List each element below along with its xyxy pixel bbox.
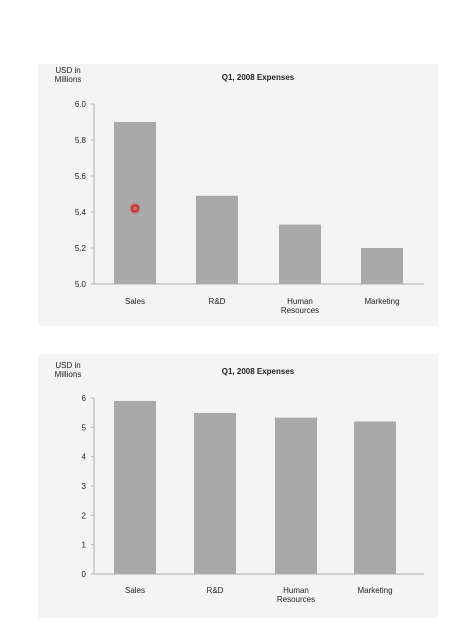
x-category-label: R&D bbox=[207, 586, 224, 595]
bar-marketing bbox=[361, 248, 403, 284]
y-tick-label: 3 bbox=[82, 482, 87, 491]
x-category-label: Human bbox=[287, 297, 313, 306]
chart-title: Q1, 2008 Expenses bbox=[222, 73, 295, 82]
y-axis-label: USD in bbox=[55, 66, 80, 75]
cursor-marker-halo bbox=[129, 202, 141, 214]
x-category-label: Marketing bbox=[357, 586, 392, 595]
y-tick-label: 1 bbox=[82, 541, 87, 550]
y-tick-label: 5.0 bbox=[75, 280, 87, 289]
y-tick-label: 6.0 bbox=[75, 100, 87, 109]
y-tick-label: 5 bbox=[82, 423, 87, 432]
x-category-label: Sales bbox=[125, 297, 145, 306]
chart-title: Q1, 2008 Expenses bbox=[222, 367, 295, 376]
x-category-label: Resources bbox=[281, 306, 319, 315]
y-tick-label: 5.8 bbox=[75, 136, 87, 145]
y-tick-label: 0 bbox=[82, 570, 87, 579]
y-tick-label: 2 bbox=[82, 511, 87, 520]
bar-rd bbox=[194, 412, 236, 574]
bar-human bbox=[279, 224, 321, 284]
x-category-label: Resources bbox=[277, 595, 315, 604]
y-tick-label: 6 bbox=[82, 394, 87, 403]
y-tick-label: 4 bbox=[82, 453, 87, 462]
x-category-label: Human bbox=[283, 586, 309, 595]
bar-rd bbox=[196, 195, 238, 284]
bar-human bbox=[275, 417, 317, 574]
x-category-label: Sales bbox=[125, 586, 145, 595]
x-category-label: R&D bbox=[209, 297, 226, 306]
y-axis-label: Millions bbox=[55, 75, 82, 84]
bar-marketing bbox=[354, 421, 396, 574]
y-axis-label: Millions bbox=[55, 370, 82, 379]
y-tick-label: 5.6 bbox=[75, 172, 87, 181]
bar-sales bbox=[114, 122, 156, 284]
bar-sales bbox=[114, 400, 156, 574]
y-tick-label: 5.2 bbox=[75, 244, 87, 253]
y-axis-label: USD in bbox=[55, 361, 80, 370]
y-tick-label: 5.4 bbox=[75, 208, 87, 217]
x-category-label: Marketing bbox=[364, 297, 399, 306]
cursor-marker bbox=[131, 204, 139, 213]
